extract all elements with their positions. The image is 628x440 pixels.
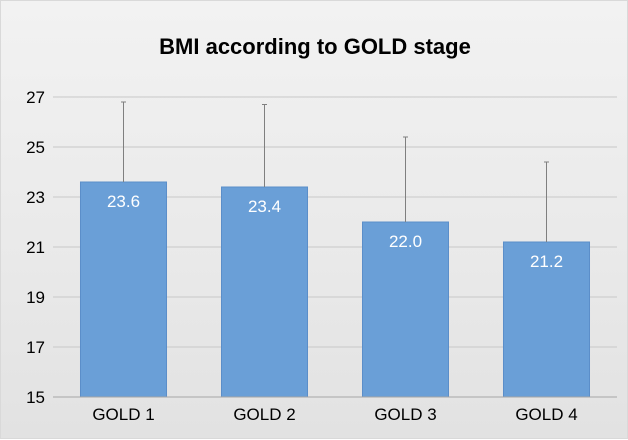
y-tick-label: 23: [26, 188, 45, 207]
data-label: 23.4: [248, 197, 281, 216]
x-tick-label: GOLD 1: [92, 405, 154, 424]
data-label: 21.2: [530, 252, 563, 271]
data-label: 22.0: [389, 232, 422, 251]
x-tick-label: GOLD 3: [374, 405, 436, 424]
chart-title: BMI according to GOLD stage: [159, 34, 471, 59]
x-tick-label: GOLD 2: [233, 405, 295, 424]
bar-gold-2: [220, 186, 309, 398]
data-labels: 23.6 23.4 22.0 21.2: [107, 192, 563, 271]
y-tick-label: 25: [26, 138, 45, 157]
y-tick-label: 15: [26, 388, 45, 407]
y-tick-label: 21: [26, 238, 45, 257]
bars: [79, 181, 591, 398]
error-bars: [121, 101, 549, 242]
data-label: 23.6: [107, 192, 140, 211]
axes: 15 17 19 21 23 25 27 GOLD 1 GOLD 2 GOLD 3 GOLD 4: [26, 88, 617, 424]
x-tick-label: GOLD 4: [515, 405, 577, 424]
y-tick-label: 27: [26, 88, 45, 107]
y-tick-label: 17: [26, 338, 45, 357]
bar-gold-4: [502, 241, 591, 398]
y-tick-label: 19: [26, 288, 45, 307]
bar-gold-1: [79, 181, 168, 398]
